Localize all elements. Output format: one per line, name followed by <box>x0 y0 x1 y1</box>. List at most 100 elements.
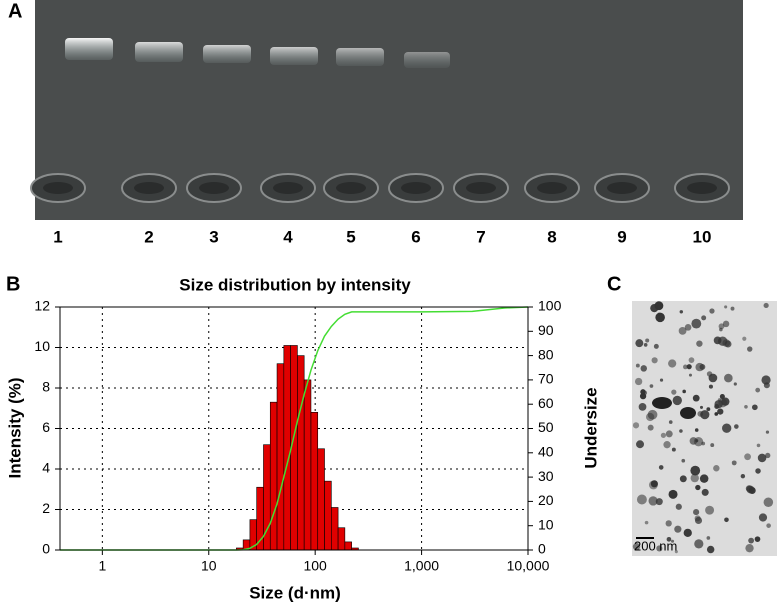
y2-tick-label: 90 <box>538 322 554 338</box>
x-tick-label: 10 <box>201 558 217 574</box>
particle <box>766 523 771 528</box>
histogram-bar <box>297 355 305 551</box>
particle <box>765 452 771 459</box>
y2-tick-label: 60 <box>538 395 554 411</box>
particle <box>714 412 719 416</box>
y-tick-label: 0 <box>42 541 50 557</box>
lane-label: 1 <box>53 227 62 246</box>
cumulative-line <box>60 306 529 551</box>
particle <box>671 539 675 543</box>
y-tick-label: 10 <box>34 338 50 354</box>
well-inner <box>273 182 303 194</box>
particle <box>636 440 644 449</box>
well-inner <box>466 182 496 194</box>
particle <box>686 364 692 370</box>
particle <box>697 411 704 417</box>
particle <box>663 441 671 449</box>
particle <box>656 545 663 552</box>
particle <box>690 473 699 483</box>
particle <box>706 545 715 554</box>
particle <box>690 465 701 476</box>
particle <box>694 515 701 522</box>
particle <box>742 336 747 341</box>
particle <box>709 308 715 314</box>
particle <box>708 373 718 383</box>
y2-tick-label: 80 <box>538 346 554 362</box>
plot-frame <box>59 306 529 551</box>
particle <box>671 447 676 452</box>
particle <box>718 323 725 330</box>
particle <box>655 498 663 506</box>
particle <box>645 412 655 422</box>
lane-label: 4 <box>283 227 293 246</box>
particle <box>658 465 664 470</box>
particle <box>674 525 682 533</box>
particle <box>694 539 704 549</box>
scale-bar-label: 200 nm <box>634 538 677 553</box>
particle <box>680 407 696 419</box>
particle <box>699 474 709 483</box>
well-inner <box>199 182 229 194</box>
histogram-bar <box>331 507 339 551</box>
particle <box>679 310 684 314</box>
band <box>135 42 183 62</box>
well-inner <box>336 182 366 194</box>
particle <box>653 343 659 349</box>
particle <box>699 405 704 409</box>
x-tick-label: 100 <box>303 558 327 574</box>
particle <box>724 517 729 523</box>
particle <box>755 468 761 474</box>
lane-label: 8 <box>547 227 556 246</box>
particle <box>638 402 647 411</box>
particle <box>724 373 733 383</box>
particle <box>668 489 678 499</box>
well-inner <box>134 182 164 194</box>
histogram-bar <box>317 448 325 551</box>
particle <box>634 377 643 386</box>
histogram-bar <box>337 527 346 551</box>
band <box>65 38 113 60</box>
particle <box>761 375 771 385</box>
particle <box>665 520 672 527</box>
particle <box>645 338 650 343</box>
histogram-bar <box>283 345 291 551</box>
particle <box>691 318 702 329</box>
particle <box>674 550 678 554</box>
particle <box>744 453 751 461</box>
histogram-bar <box>269 401 278 551</box>
particle <box>744 404 748 409</box>
particle <box>684 324 692 331</box>
particle <box>647 424 654 431</box>
particle <box>708 384 713 389</box>
particle <box>756 443 761 448</box>
particle <box>701 488 709 496</box>
particle <box>659 378 664 382</box>
y2-tick-label: 100 <box>538 298 562 314</box>
particle <box>701 315 707 321</box>
particle <box>763 302 769 309</box>
lane-label: 6 <box>411 227 420 246</box>
particle <box>718 398 728 408</box>
particle <box>679 429 683 433</box>
particle <box>679 475 687 483</box>
particle <box>683 364 688 370</box>
particle <box>747 346 753 352</box>
particle <box>672 395 682 406</box>
particle <box>640 389 646 395</box>
particle <box>746 485 755 494</box>
panel-label: C <box>607 273 621 295</box>
y-tick-label: 12 <box>34 298 50 314</box>
particle <box>765 430 770 434</box>
particle <box>695 362 704 372</box>
y2-tick-label: 10 <box>538 516 554 532</box>
particle <box>740 473 746 479</box>
y2-tick-label: 50 <box>538 419 554 435</box>
particle <box>734 424 739 429</box>
histogram-bar <box>303 379 312 551</box>
particle <box>688 357 695 364</box>
particle <box>757 453 767 463</box>
histogram-bar <box>344 541 352 551</box>
well-inner <box>537 182 567 194</box>
particle <box>681 458 686 463</box>
